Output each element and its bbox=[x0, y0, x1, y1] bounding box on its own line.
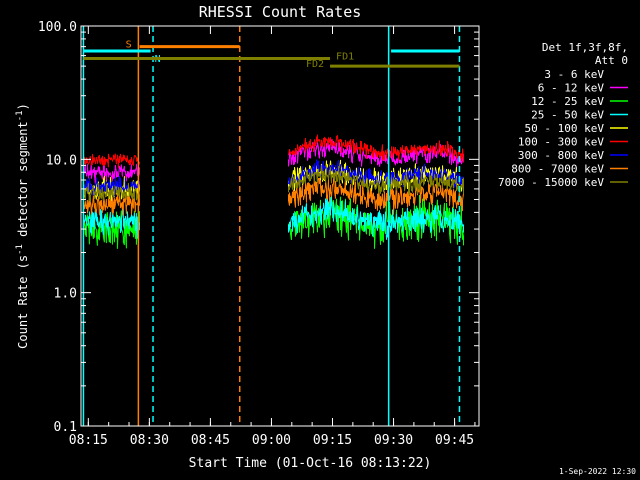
x-tick-label-6: 09:45 bbox=[435, 433, 474, 448]
x-axis-label: Start Time (01-Oct-16 08:13:22) bbox=[189, 456, 432, 471]
y-axis-label-sup2: -1 bbox=[15, 110, 25, 121]
footer-date: 1-Sep-2022 12:30 bbox=[559, 467, 636, 476]
series-trace-5-1 bbox=[288, 133, 464, 163]
axes-layer: 08:15 08:30 08:45 09:00 09:15 09:30 09:45 0.1 1.… bbox=[38, 20, 479, 448]
legend-label-7: 800 - 7000 keV bbox=[511, 163, 604, 176]
flag-bar-label-0: S bbox=[126, 40, 132, 51]
legend-label-1: 6 - 12 keV bbox=[538, 82, 605, 95]
y-tick-label-0: 0.1 bbox=[54, 420, 77, 435]
series-trace-7-1 bbox=[288, 177, 464, 215]
y-tick-label-1: 1.0 bbox=[54, 287, 77, 302]
legend-label-8: 7000 - 15000 keV bbox=[498, 176, 604, 189]
y-axis-label: Count Rate (s-1 detector segment-1) bbox=[15, 103, 30, 349]
series-trace-8-0 bbox=[82, 182, 140, 203]
vertical-lines-layer bbox=[82, 26, 461, 426]
chart-title: RHESSI Count Rates bbox=[199, 3, 362, 21]
x-tick-label-0: 08:15 bbox=[69, 433, 108, 448]
series-trace-3-0 bbox=[82, 204, 140, 239]
y-axis-label-mid: detector segment bbox=[16, 121, 30, 244]
series-trace-0-1 bbox=[288, 98, 464, 129]
plot-frame bbox=[80, 25, 480, 427]
y-tick-label-2: 10.0 bbox=[46, 153, 77, 168]
series-trace-7-0 bbox=[82, 191, 140, 216]
series-trace-0-0 bbox=[82, 112, 140, 133]
series-trace-5-0 bbox=[82, 153, 140, 169]
series-trace-1-0 bbox=[82, 161, 140, 184]
series-layer bbox=[82, 98, 464, 249]
legend-label-0: 3 - 6 keV bbox=[544, 68, 604, 81]
legend-header-line2: Att 0 bbox=[595, 54, 628, 67]
legend-label-4: 50 - 100 keV bbox=[525, 122, 605, 135]
flag-bar-label-4: FD2 bbox=[306, 59, 324, 70]
x-tick-label-5: 09:30 bbox=[374, 433, 413, 448]
x-tick-label-3: 09:00 bbox=[252, 433, 291, 448]
flag-bars-layer: SNFD1FD2 bbox=[83, 40, 460, 70]
series-trace-2-0 bbox=[82, 210, 140, 249]
flag-bar-label-3: FD1 bbox=[336, 52, 354, 63]
legend-label-2: 12 - 25 keV bbox=[531, 95, 604, 108]
legend-header-line1: Det 1f,3f,8f, bbox=[542, 41, 628, 54]
y-axis-label-sup1: -1 bbox=[15, 244, 25, 255]
y-axis-label-main: Count Rate (s bbox=[16, 255, 30, 349]
series-trace-3-1 bbox=[288, 194, 464, 240]
legend-label-6: 300 - 800 keV bbox=[518, 149, 604, 162]
y-axis-label-end: ) bbox=[16, 103, 30, 110]
y-tick-label-3: 100.0 bbox=[38, 20, 77, 35]
x-tick-label-2: 08:45 bbox=[191, 433, 230, 448]
x-tick-label-1: 08:30 bbox=[130, 433, 169, 448]
legend-label-5: 100 - 300 keV bbox=[518, 136, 604, 149]
legend-label-3: 25 - 50 keV bbox=[531, 109, 604, 122]
series-trace-8-1 bbox=[288, 164, 464, 196]
x-tick-label-4: 09:15 bbox=[313, 433, 352, 448]
